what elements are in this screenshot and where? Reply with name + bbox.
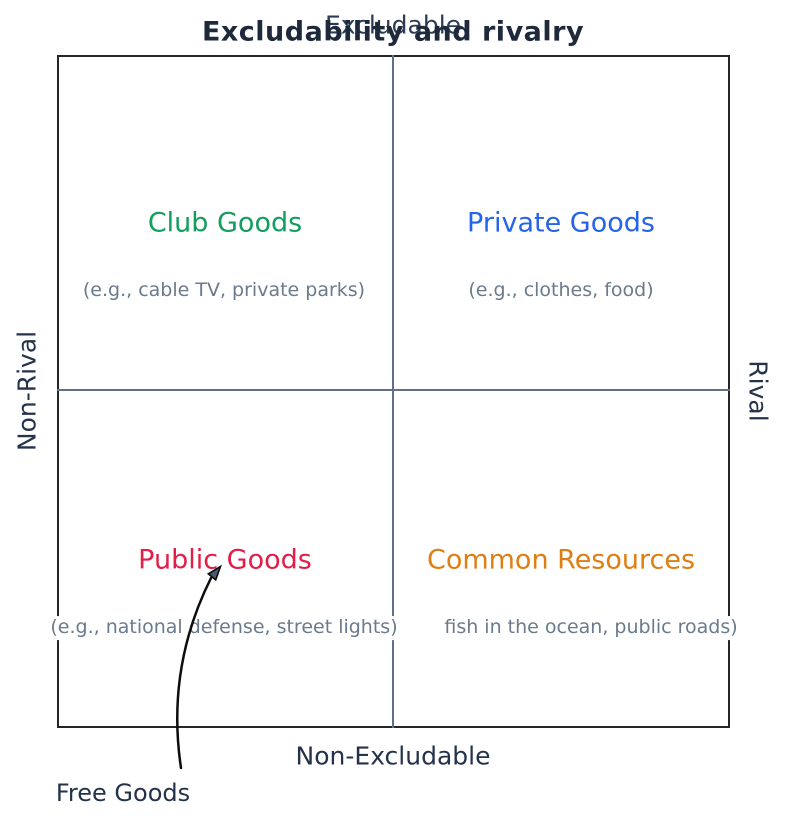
quadrant-label-public-goods: Public Goods — [133, 543, 317, 577]
quadrant-example-club-goods: (e.g., cable TV, private parks) — [78, 279, 370, 303]
quadrant-example-private-goods: (e.g., clothes, food) — [464, 279, 658, 303]
axis-label-non-rival: Non-Rival — [12, 330, 42, 452]
quadrant-example-common-resources: fish in the ocean, public roads) — [440, 616, 742, 640]
quadrant-example-public-goods: (e.g., national defense, street lights) — [46, 616, 402, 640]
quadrant-label-common-resources: Common Resources — [421, 543, 701, 577]
quadrant-label-private-goods: Private Goods — [462, 206, 660, 240]
page-title: Excludability and rivalry — [201, 16, 585, 48]
axis-label-non-excludable: Non-Excludable — [295, 741, 491, 771]
axis-label-rival: Rival — [743, 360, 773, 422]
horizontal-divider — [57, 389, 730, 391]
axis-label-excludable: Excludable — [324, 10, 462, 40]
free-goods-label: Free Goods — [55, 779, 191, 808]
vertical-divider — [392, 55, 394, 728]
quadrant-label-club-goods: Club Goods — [142, 206, 308, 240]
